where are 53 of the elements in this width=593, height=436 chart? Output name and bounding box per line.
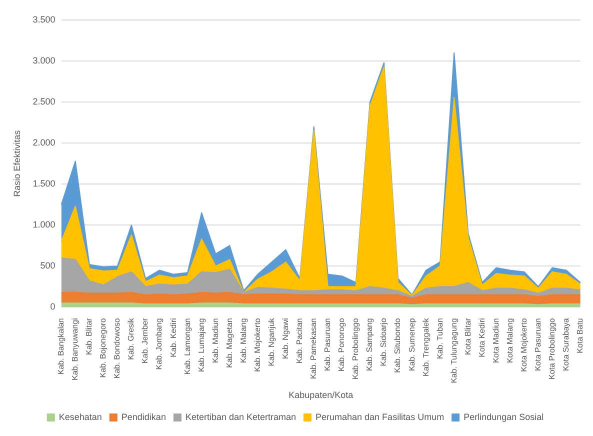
x-axis-title: Kabupaten/Kota [288,390,354,400]
x-tick-label: Kab. Ponorogo [337,318,346,372]
y-tick-label: 2.000 [32,138,56,148]
x-tick-label: Kab. Pacitan [295,318,304,364]
y-tick-label: 1.000 [32,220,56,230]
x-tick-label: Kab. Sampang [365,318,374,372]
x-tick-label: Kota Surabaya [562,318,571,372]
legend-label: Pendidikan [121,412,166,422]
x-tick-label: Kab. Ngawi [280,318,290,360]
y-tick-label: 0 [50,302,56,312]
y-tick-label: 2.500 [32,96,56,107]
legend-label: Perumahan dan Fasilitas Umum [316,412,444,422]
y-tick-label: 1.500 [32,178,56,189]
x-tick-label: Kab. Probolinggo [351,318,360,380]
x-tick-label: Kab. Lumajang [196,318,206,372]
y-tick-label: 500 [40,260,56,271]
x-tick-label: Kota Pasuruan [534,318,543,372]
legend-label: Kesehatan [58,412,102,422]
x-tick-label: Kab. Lamongan [182,318,192,375]
x-tick-label: Kota Probolinggo [548,318,557,380]
x-tick-label: Kab. Tulungagung [449,318,458,384]
legend-label: Ketertiban dan Ketertraman [185,412,296,422]
x-tick-label: Kab. Madiun [210,318,220,364]
x-tick-label: Kab. Malang [238,318,248,364]
x-tick-label: Kab. Pasuruan [323,318,332,372]
x-tick-label: Kota Malang [505,318,514,364]
x-tick-label: Kab. Situbondo [393,318,402,373]
x-tick-label: Kota Mojokerto [519,318,528,372]
x-tick-label: Kab. Bangkalan [56,318,66,375]
x-tick-label: Kab. Kediri [168,318,178,358]
x-tick-label: Kab. Jombang [154,318,164,370]
x-tick-label: Kab. Magetan [224,318,234,368]
x-tick-label: Kab. Jember [140,318,150,364]
x-tick-label: Kab. Tuban [435,318,444,360]
x-tick-label: Kab. Banyuwangi [70,318,80,380]
x-tick-label: Kab. Pamekasan [309,318,318,380]
x-tick-label: Kab. Blitar [84,318,94,356]
x-tick-label: Kota Batu [576,318,585,354]
x-tick-label: Kab. Bojonegoro [98,318,108,378]
x-tick-label: Kab. Trenggalek [421,317,430,376]
x-tick-label: Kota Blitar [463,318,472,356]
x-tick-label: Kab. Mojokerto [252,318,262,372]
x-tick-label: Kab. Bondowoso [112,318,122,379]
y-tick-label: 3.500 [32,14,56,24]
legend-label: Perlindungan Sosial [464,412,544,422]
x-tick-label: Kab. Sidoarjo [379,318,388,366]
x-tick-label: Kota Madiun [491,318,500,364]
y-tick-label: 3.000 [32,56,56,66]
x-tick-label: Kab. Sumenep [407,318,416,372]
y-axis-title: Rasio Efektivitas [12,130,22,197]
x-tick-label: Kota Kediri [477,318,486,358]
x-tick-label: Kab. Nganjuk [266,317,276,366]
x-tick-label: Kab. Gresik [126,317,136,360]
